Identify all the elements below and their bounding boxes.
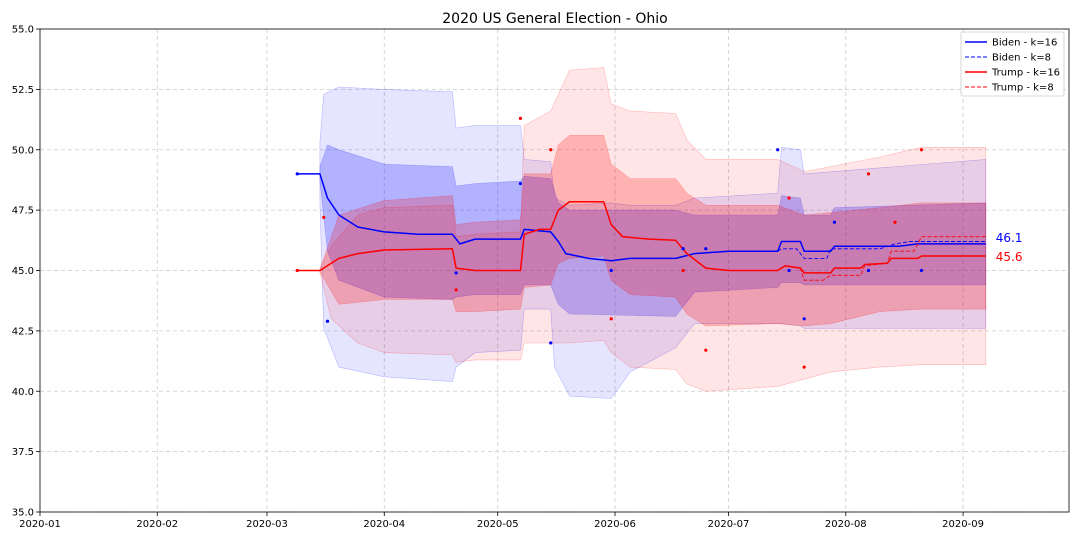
legend-label: Trump - k=16	[991, 68, 1060, 79]
poll-point	[295, 268, 299, 273]
poll-point	[704, 247, 708, 251]
poll-point	[518, 181, 523, 186]
poll-point	[549, 148, 553, 152]
x-tick-label: 2020-01	[19, 519, 61, 530]
x-tick-label: 2020-03	[246, 519, 288, 530]
confidence-bands	[319, 67, 987, 399]
y-tick-label: 35.0	[12, 508, 34, 519]
confidence-band	[319, 67, 987, 392]
poll-point	[787, 196, 791, 200]
y-tick-label: 50.0	[12, 145, 34, 156]
poll-point	[454, 288, 458, 292]
poll-point	[609, 268, 613, 273]
series-line	[777, 236, 986, 281]
poll-point	[866, 172, 871, 176]
poll-point	[681, 268, 685, 273]
poll-point	[919, 268, 924, 273]
x-tick-label: 2020-02	[136, 519, 178, 530]
y-tick-label: 42.5	[12, 326, 34, 337]
x-tick-label: 2020-09	[942, 519, 984, 530]
y-tick-label: 40.0	[12, 387, 34, 398]
legend: Biden - k=16 Biden - k=8 Trump - k=16 Trump…	[960, 31, 1065, 97]
x-tick-label: 2020-06	[594, 519, 636, 530]
y-tick-label: 52.5	[12, 85, 34, 96]
poll-point	[609, 317, 613, 321]
legend-label: Biden - k=16	[992, 38, 1057, 49]
poll-point	[322, 215, 326, 219]
poll-point	[295, 172, 299, 176]
series-line	[297, 200, 986, 274]
poll-point	[549, 341, 553, 345]
series-line	[777, 241, 986, 259]
legend-label: Trump - k=8	[991, 83, 1054, 94]
poll-point	[787, 268, 791, 273]
x-tick-label: 2020-04	[363, 519, 405, 530]
chart-title: 2020 US General Election - Ohio	[442, 11, 667, 27]
poll-points	[295, 116, 924, 369]
end-value-label: 45.6	[996, 250, 1023, 264]
poll-point	[893, 220, 897, 224]
poll-point	[325, 319, 330, 323]
y-tick-label: 47.5	[12, 206, 34, 217]
y-axis: 35.0 37.5 40.0 42.5 45.0 47.5 50.0 52.5 55.0	[12, 25, 40, 519]
poll-point	[518, 116, 523, 120]
poll-point	[681, 247, 685, 251]
poll-point	[776, 148, 780, 152]
end-labels: 46.1 45.6	[996, 231, 1023, 264]
poll-point	[866, 268, 871, 273]
end-value-label: 46.1	[996, 231, 1023, 245]
series-line	[297, 173, 986, 262]
y-tick-label: 37.5	[12, 447, 34, 458]
legend-box	[960, 31, 1065, 97]
x-tick-label: 2020-05	[477, 519, 519, 530]
x-tick-label: 2020-08	[825, 519, 867, 530]
confidence-band	[319, 86, 987, 399]
y-tick-label: 55.0	[12, 25, 34, 36]
poll-point	[802, 317, 806, 321]
confidence-band	[319, 135, 987, 327]
poll-point	[919, 148, 924, 152]
poll-point	[832, 220, 837, 224]
x-axis: 2020-01 2020-02 2020-03 2020-04 2020-05 2020-…	[19, 512, 984, 530]
legend-label: Biden - k=8	[992, 53, 1051, 64]
series-lines	[297, 173, 986, 281]
x-tick-label: 2020-07	[708, 519, 750, 530]
poll-point	[704, 348, 708, 352]
poll-point	[454, 271, 458, 275]
poll-point	[802, 365, 806, 369]
y-tick-label: 45.0	[12, 266, 34, 277]
